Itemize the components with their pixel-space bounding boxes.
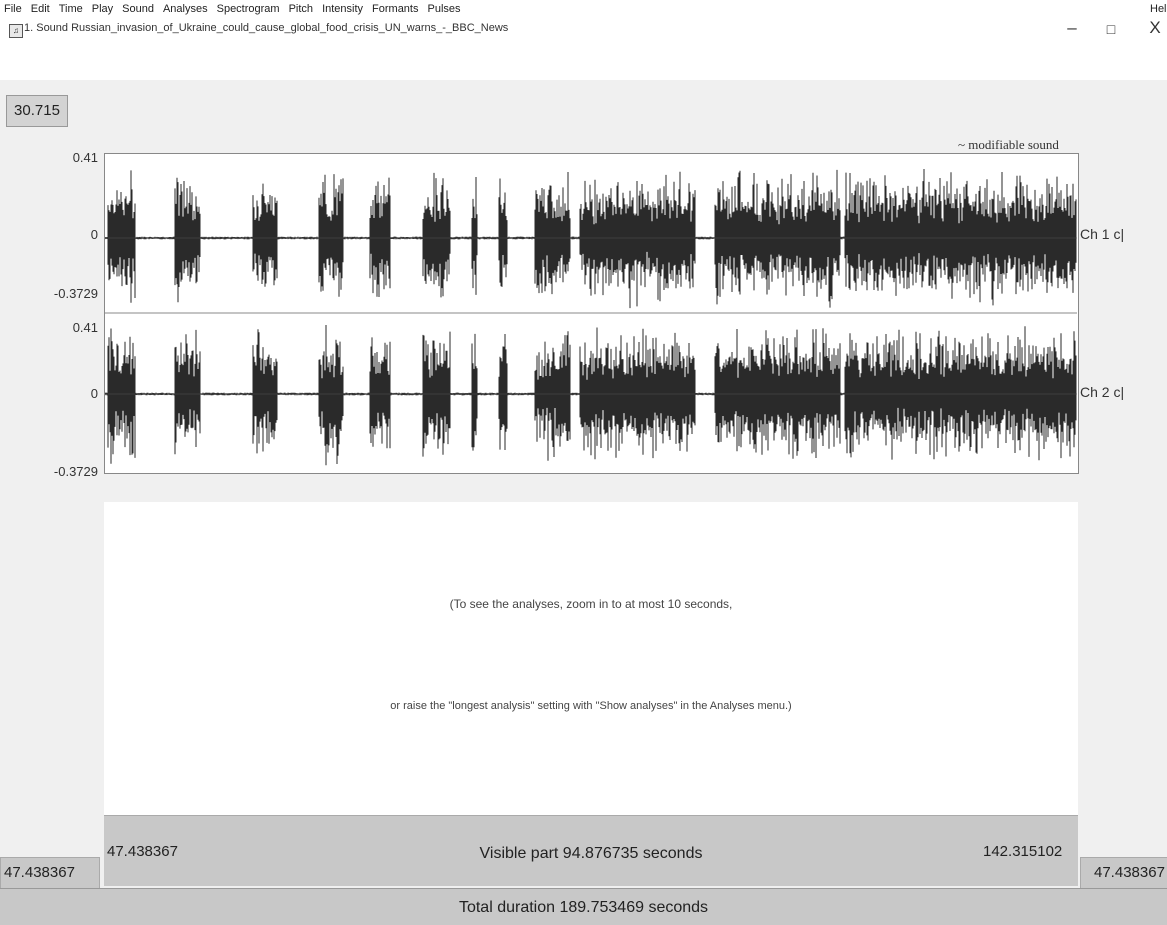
menu-play[interactable]: Play: [91, 3, 114, 15]
ch2-zero-amplitude: 0: [90, 386, 98, 401]
minimize-button[interactable]: –: [1067, 18, 1077, 37]
menu-file[interactable]: File: [4, 3, 22, 15]
maximize-button[interactable]: □: [1106, 21, 1116, 37]
menu-analyses[interactable]: Analyses: [162, 3, 208, 15]
right-time-label: 47.438367: [1094, 864, 1165, 881]
analysis-area[interactable]: [104, 502, 1078, 815]
menu-edit[interactable]: Edit: [30, 3, 50, 15]
menu-items: File Edit Time Play Sound Analyses Spect…: [4, 3, 461, 15]
ch1-min-amplitude: -0.3729: [53, 286, 98, 301]
visible-start-time: 47.438367: [107, 843, 178, 860]
praat-window-icon: ♫: [9, 24, 23, 38]
waveform-ch2: [105, 325, 1077, 466]
channel-2-toggle[interactable]: Ch 2 c|: [1080, 384, 1125, 400]
menu-sound[interactable]: Sound: [122, 3, 154, 15]
analysis-message-1: (To see the analyses, zoom in to at most…: [449, 597, 733, 611]
total-duration-bar[interactable]: [0, 888, 1167, 925]
analysis-message-2: or raise the "longest analysis" setting …: [390, 700, 792, 712]
selection-time-box[interactable]: 30.715: [6, 95, 68, 127]
total-duration-label: Total duration 189.753469 seconds: [458, 899, 709, 916]
menu-help[interactable]: Help: [1150, 3, 1167, 15]
left-scroll-box[interactable]: [0, 857, 100, 889]
close-button[interactable]: X: [1149, 18, 1161, 37]
menu-intensity[interactable]: Intensity: [322, 3, 364, 15]
menu-pitch[interactable]: Pitch: [288, 3, 314, 15]
ch2-max-amplitude: 0.41: [72, 320, 98, 335]
menu-bar: [0, 58, 1167, 80]
visible-part-bar[interactable]: [104, 815, 1078, 886]
menu-time[interactable]: Time: [58, 3, 83, 15]
visible-part-label: Visible part 94.876735 seconds: [479, 845, 703, 862]
channel-1-toggle[interactable]: Ch 1 c|: [1080, 226, 1125, 242]
menu-formants[interactable]: Formants: [372, 3, 419, 15]
menu-pulses[interactable]: Pulses: [427, 3, 461, 15]
window-title: 1. Sound Russian_invasion_of_Ukraine_cou…: [24, 22, 509, 34]
ch2-min-amplitude: -0.3729: [53, 464, 98, 479]
modifiable-sound-label: ~ modifiable sound: [958, 137, 1059, 152]
waveform-ch1: [105, 169, 1077, 309]
menu-spectrogram[interactable]: Spectrogram: [216, 3, 280, 15]
ch1-zero-amplitude: 0: [90, 227, 98, 242]
left-time-label: 47.438367: [4, 864, 75, 881]
ch1-max-amplitude: 0.41: [72, 150, 98, 165]
title-bar: [0, 0, 1167, 58]
visible-end-time: 142.315102: [983, 843, 1063, 860]
waveform-canvas[interactable]: [105, 154, 1077, 472]
